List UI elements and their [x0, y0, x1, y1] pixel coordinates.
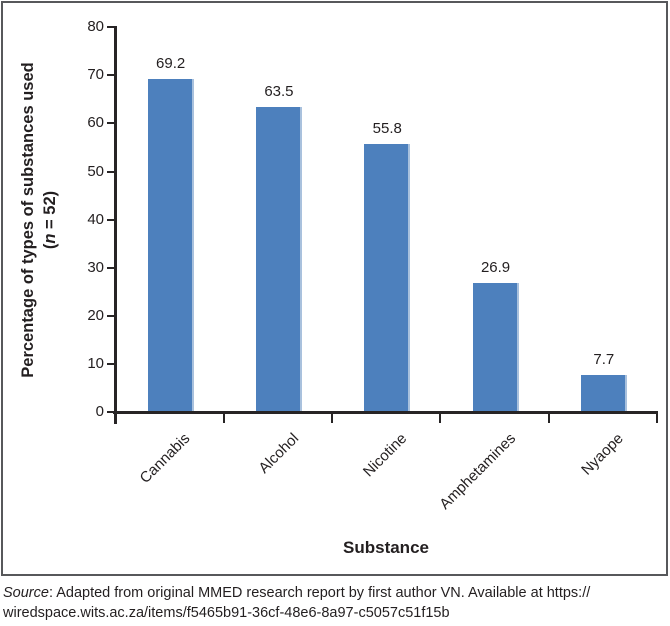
y-tick-label: 70: [87, 66, 104, 84]
source-note-line1: : Adapted from original MMED research re…: [48, 585, 591, 601]
bar-nyaope: [580, 374, 627, 412]
figure-border: [1, 1, 668, 576]
y-tick-label: 60: [87, 114, 104, 132]
x-tick-mark: [656, 413, 658, 423]
y-tick-label: 50: [87, 162, 104, 180]
x-tick-mark: [331, 413, 334, 423]
y-tick-mark: [107, 122, 115, 125]
y-tick-label: 20: [87, 306, 104, 324]
y-tick-mark: [107, 74, 115, 77]
italic-n: n: [41, 233, 59, 244]
bar-value-label-cannabis: 69.2: [156, 55, 186, 73]
bar-amphetamines: [472, 282, 519, 412]
x-axis-title: Substance: [343, 538, 429, 557]
y-tick-mark: [107, 218, 115, 221]
bar-cannabis: [147, 79, 194, 412]
source-note-line2: wiredspace.wits.ac.za/items/f5465b91-36c…: [3, 604, 450, 621]
y-axis-title-line1: Percentage of types of substances used: [19, 62, 37, 378]
x-axis-line: [113, 411, 658, 414]
y-tick-mark: [107, 170, 115, 173]
bar-value-label-amphetamines: 26.9: [480, 258, 511, 276]
y-tick-mark: [107, 26, 115, 29]
y-tick-mark: [107, 314, 115, 317]
y-tick-label: 10: [87, 354, 104, 372]
bar-value-label-nyaope: 7.7: [593, 350, 615, 368]
y-tick-mark: [107, 411, 115, 413]
y-tick-label: 30: [87, 258, 104, 276]
y-tick-label: 80: [87, 18, 104, 36]
x-tick-mark: [222, 413, 225, 423]
y-tick-label: 40: [87, 210, 104, 228]
y-tick-mark: [107, 266, 115, 269]
x-tick-mark: [439, 413, 442, 423]
y-tick-mark: [107, 362, 115, 365]
bar-value-label-alcohol: 63.5: [264, 82, 294, 100]
source-note: Source: Adapted from original MMED resea…: [3, 584, 667, 623]
bar-nicotine: [364, 143, 411, 412]
y-tick-label: 0: [95, 403, 104, 420]
y-axis-line: [114, 26, 117, 424]
bar-value-label-nicotine: 55.8: [372, 119, 402, 137]
x-tick-mark: [547, 413, 550, 423]
y-axis-title: Percentage of types of substances used (…: [17, 62, 61, 377]
bar-alcohol: [255, 106, 302, 412]
source-word: Source: [3, 585, 49, 601]
